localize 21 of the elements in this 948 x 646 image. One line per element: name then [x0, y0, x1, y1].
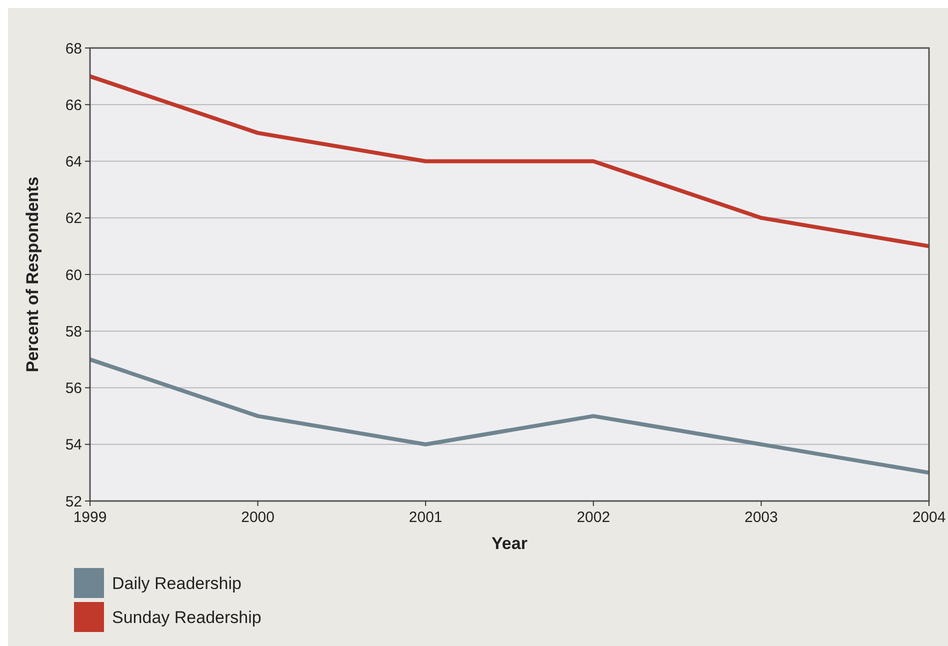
legend-label: Daily Readership [112, 574, 242, 593]
y-tick-label: 66 [65, 96, 82, 114]
x-tick-label: 2000 [241, 509, 274, 526]
line-series [88, 74, 931, 248]
x-tick-label: 2004 [912, 509, 946, 526]
y-tick-label: 52 [65, 493, 82, 510]
y-tick-label: 56 [65, 380, 82, 397]
y-tick-label: 62 [65, 210, 82, 228]
legend-label: Sunday Readership [112, 608, 262, 627]
y-tick-label: 58 [65, 323, 82, 340]
y-tick-label: 64 [65, 154, 82, 170]
x-tick-label: 2002 [576, 509, 610, 526]
y-axis-title: Percent of Respondents [23, 176, 42, 372]
y-tick-label: 54 [65, 436, 82, 454]
y-tick-label: 60 [65, 266, 82, 284]
line-series [88, 357, 931, 475]
x-tick-label: 2003 [744, 509, 778, 526]
y-tick-label: 68 [65, 40, 82, 58]
x-tick-label: 2001 [408, 509, 442, 526]
x-axis-title: Year [492, 534, 528, 553]
x-tick-label: 1999 [73, 509, 107, 526]
